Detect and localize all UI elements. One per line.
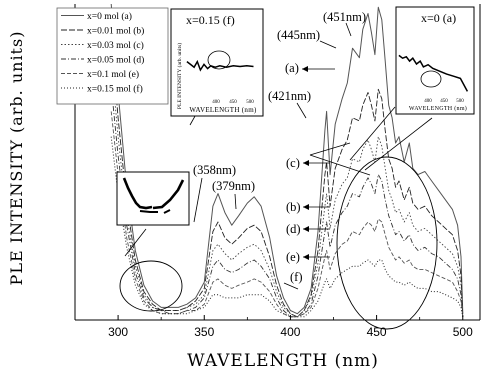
inset-a: x=0 (a) WAVELENGTH (nm) 400 450 500: [395, 6, 475, 115]
arrow-451: [345, 22, 352, 37]
legend: x=0 mol (a) x=0.01 mol (b) x=0.03 mol (c) x…: [56, 7, 169, 105]
inset-f-tick-500: 500: [246, 100, 254, 105]
annotation-peak-445: (445nm): [277, 28, 320, 42]
legend-label-3: x=0.05 mol (d): [87, 55, 144, 66]
inset-f-tick-450: 450: [229, 100, 237, 105]
inset-f-xlabel: WAVELENGTH (nm): [189, 106, 257, 114]
series-line-1: [110, 35, 464, 318]
y-axis-title: PLE INTENSITY (arb. units): [7, 31, 26, 286]
annotation-curve-d: (d): [286, 222, 301, 236]
arrow-445: [319, 40, 337, 49]
annotation-peak-379: (379nm): [212, 179, 255, 193]
x-tick-label-350: 350: [194, 325, 214, 339]
arrow-zoom-left: [124, 228, 147, 257]
legend-label-4: x=0.1 mol (e): [87, 69, 139, 80]
annotation-peak-421: (421nm): [268, 89, 311, 103]
annotations: (451nm) (445nm) (421nm) (379nm) (358nm) …: [193, 10, 366, 284]
inset-f-frame: [170, 8, 264, 117]
x-tick-label-500: 500: [453, 325, 473, 339]
x-axis-title: WAVELENGTH (nm): [187, 351, 379, 371]
inset-a-tick-450: 450: [440, 99, 448, 104]
series-line-3: [110, 86, 464, 318]
annotation-curve-f: (f): [290, 270, 303, 284]
annotation-peak-451: (451nm): [323, 10, 366, 24]
inset-f-tick-400: 400: [212, 100, 220, 105]
zoom-inset-small-stroke-4: [163, 209, 171, 214]
inset-a-tick-400: 400: [424, 99, 432, 104]
series-layer: [110, 3, 464, 318]
inset-f-ylabel: PLE INTENSITY (arb. units): [176, 43, 183, 109]
zoom-ellipse-right: [336, 156, 438, 330]
annotation-peak-358: (358nm): [193, 163, 236, 177]
arrow-region-1: [309, 154, 371, 176]
legend-label-1: x=0.01 mol (b): [87, 26, 144, 37]
zoom-ellipse-left: [119, 260, 183, 312]
inset-f-circle: [207, 50, 231, 70]
arrowhead-a: [302, 66, 308, 72]
annotation-curve-e: (e): [286, 250, 300, 264]
arrow-379: [234, 193, 237, 210]
arrowhead-b: [303, 204, 309, 210]
arrow-heads: [302, 66, 309, 260]
annotation-curve-a: (a): [285, 61, 299, 75]
inset-a-title: x=0 (a): [421, 11, 456, 25]
inset-f: x=0.15 (f) PLE INTENSITY (arb. units) WA…: [170, 8, 264, 117]
arrow-358: [193, 177, 203, 223]
x-tick-label-300: 300: [108, 325, 128, 339]
arrow-region-2: [309, 142, 351, 156]
zoom-inset-small-stroke-3: [139, 210, 158, 213]
arrow-f: [283, 282, 299, 290]
arrow-inset-a-2: [364, 117, 433, 171]
zoom-inset-small-stroke-2: [152, 179, 185, 210]
inset-a-circle: [420, 70, 442, 88]
series-line-2: [110, 60, 464, 318]
zoom-inset-small: [116, 171, 190, 226]
legend-box: [56, 7, 169, 105]
zoom-inset-small-frame: [116, 171, 190, 226]
legend-label-2: x=0.03 mol (c): [87, 40, 144, 51]
series-line-0: [110, 3, 464, 315]
annotation-curve-c: (c): [286, 156, 300, 170]
inset-a-tick-500: 500: [456, 99, 464, 104]
arrowhead-c: [303, 160, 309, 166]
arrowhead-d: [303, 226, 309, 232]
inset-f-title: x=0.15 (f): [186, 13, 235, 27]
series-line-5: [110, 136, 464, 318]
legend-items: x=0 mol (a) x=0.01 mol (b) x=0.03 mol (c) x…: [61, 11, 144, 95]
x-tick-label-400: 400: [280, 325, 300, 339]
zoom-inset-small-stroke-1: [122, 177, 153, 210]
plot-frame: 300 350 400 450 500: [74, 4, 481, 339]
inset-a-curve: [398, 54, 469, 92]
series-line-4: [110, 111, 464, 318]
arrow-421: [296, 102, 307, 119]
annotation-curve-b: (b): [286, 200, 301, 214]
legend-label-0: x=0 mol (a): [87, 11, 132, 22]
arrowhead-e: [303, 254, 309, 260]
legend-label-5: x=0.15 mol (f): [87, 84, 143, 95]
inset-a-xlabel: WAVELENGTH (nm): [409, 105, 467, 112]
arrow-inset-a-1: [349, 106, 396, 161]
